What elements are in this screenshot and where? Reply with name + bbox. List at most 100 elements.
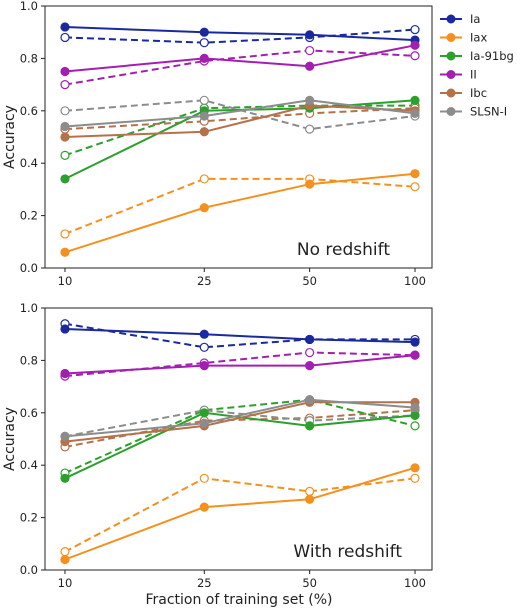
- data-point-iax-dashed: [199, 473, 209, 483]
- data-point-ibc-solid: [60, 132, 70, 142]
- legend-marker: [446, 14, 456, 24]
- panel-annotation: With redshift: [293, 542, 402, 562]
- y-tick-label: 0.0: [20, 261, 38, 275]
- x-tick-label: 50: [302, 576, 317, 590]
- data-point-iax-dashed: [305, 486, 315, 496]
- data-point-ia-dashed: [410, 24, 420, 35]
- data-point-ia-solid: [305, 30, 315, 40]
- data-point-iax-solid: [305, 179, 315, 189]
- series-line-slsn-i-solid: [64, 398, 416, 438]
- data-point-ii-solid: [199, 361, 209, 371]
- data-point-iax-dashed: [60, 547, 70, 557]
- data-point-iax-solid: [410, 169, 420, 179]
- data-point-ia-solid: [60, 324, 70, 334]
- x-axis-label: Fraction of training set (%): [145, 592, 332, 608]
- series-line-ii-solid: [64, 44, 416, 73]
- data-point-iax-solid: [410, 463, 420, 473]
- data-point-ii-solid: [60, 66, 70, 77]
- data-point-slsn-i-solid: [410, 108, 420, 119]
- legend-marker: [446, 51, 456, 61]
- legend-marker: [446, 107, 456, 116]
- data-point-slsn-i-dashed: [60, 106, 70, 116]
- series-line-slsn-i-dashed: [64, 409, 416, 438]
- x-tick-label: 100: [404, 274, 426, 288]
- series-line-ia-91bg-solid: [64, 99, 416, 180]
- data-point-iax-solid: [60, 554, 70, 565]
- x-tick-label: 50: [302, 274, 317, 288]
- series-line-ii-solid: [64, 354, 416, 375]
- data-point-slsn-i-dashed: [305, 124, 315, 134]
- y-tick-label: 0.2: [20, 209, 38, 223]
- x-tick-label: 25: [197, 576, 212, 590]
- y-tick-label: 0.8: [20, 51, 38, 65]
- y-axis-label-top: Accuracy: [2, 105, 18, 169]
- y-axis-label-bottom: Accuracy: [2, 407, 18, 471]
- y-tick-label: 0.2: [20, 511, 38, 525]
- data-point-ii-dashed: [305, 347, 315, 358]
- series-line-ia-91bg-dashed: [64, 398, 416, 475]
- y-tick-label: 1.0: [20, 0, 38, 13]
- top-panel: 0.0 0.2 0.4 0.6 0.8 1.0 10 25 50 100 No redshift: [20, 0, 433, 288]
- y-tick-label: 0.0: [20, 563, 38, 577]
- series-line-iax-dashed: [64, 177, 416, 235]
- series-line-ibc-solid: [64, 104, 416, 138]
- data-point-ia-91bg-solid: [410, 410, 420, 421]
- data-point-ii-solid: [60, 368, 70, 379]
- panel-annotation: No redshift: [297, 240, 390, 260]
- legend-label: Ibc: [470, 86, 487, 100]
- data-point-ia-dashed: [199, 342, 209, 352]
- data-point-ia-91bg-solid: [60, 473, 70, 483]
- data-point-ii-solid: [410, 350, 420, 360]
- data-point-ia-solid: [199, 329, 209, 339]
- series-line-ia-dashed: [64, 322, 415, 349]
- data-point-iax-dashed: [410, 473, 420, 483]
- legend-label: Iax: [470, 31, 487, 45]
- series-line-ia-solid: [64, 26, 416, 42]
- x-tick-label: 10: [58, 576, 73, 590]
- data-point-iax-solid: [199, 502, 209, 512]
- data-point-slsn-i-solid: [410, 402, 420, 413]
- series-line-iax-solid: [64, 466, 416, 561]
- series-line-ibc-solid: [64, 401, 415, 443]
- data-point-ia-91bg-solid: [60, 174, 70, 184]
- data-point-ia-dashed: [60, 32, 70, 43]
- y-tick-label: 0.4: [20, 458, 38, 472]
- data-point-slsn-i-solid: [199, 418, 209, 428]
- y-tick-label: 0.8: [20, 353, 38, 367]
- plot-frame: [44, 5, 433, 269]
- data-point-iax-dashed: [199, 174, 209, 184]
- x-tick-label: 100: [404, 576, 426, 590]
- data-point-ia-solid: [410, 337, 420, 347]
- data-point-ibc-solid: [199, 127, 209, 137]
- data-point-slsn-i-dashed: [199, 95, 209, 105]
- series-line-iax-dashed: [64, 477, 416, 553]
- legend-label: Ia-91bg: [470, 49, 514, 63]
- data-point-ii-dashed: [60, 79, 70, 90]
- data-point-iax-solid: [199, 203, 209, 213]
- data-point-slsn-i-solid: [60, 121, 70, 132]
- data-point-slsn-i-solid: [305, 395, 315, 405]
- data-point-ii-solid: [199, 53, 209, 64]
- y-tick-label: 1.0: [20, 301, 38, 315]
- data-point-ia-91bg-dashed: [410, 421, 420, 431]
- series-line-ii-dashed: [64, 49, 416, 86]
- data-point-ii-solid: [410, 40, 420, 50]
- plot-frame: [44, 307, 433, 571]
- legend-label: SLSN-I: [470, 105, 507, 119]
- legend-label: II: [470, 68, 477, 82]
- data-point-ii-dashed: [410, 51, 420, 61]
- series-line-ii-dashed: [64, 351, 416, 378]
- y-tick-label: 0.4: [20, 156, 38, 170]
- series-line-ia-91bg-solid: [64, 411, 416, 480]
- legend-label: Ia: [470, 12, 480, 26]
- y-tick-label: 0.6: [20, 104, 38, 118]
- series-line-ia-solid: [64, 328, 416, 344]
- legend: Ia Iax Ia-91bg II Ibc SLSN-I: [440, 12, 514, 119]
- data-point-ii-solid: [305, 61, 315, 71]
- y-tick-label: 0.6: [20, 406, 38, 420]
- x-tick-label: 10: [58, 274, 73, 288]
- data-point-ia-91bg-dashed: [60, 150, 70, 160]
- data-point-ia-solid: [199, 27, 209, 37]
